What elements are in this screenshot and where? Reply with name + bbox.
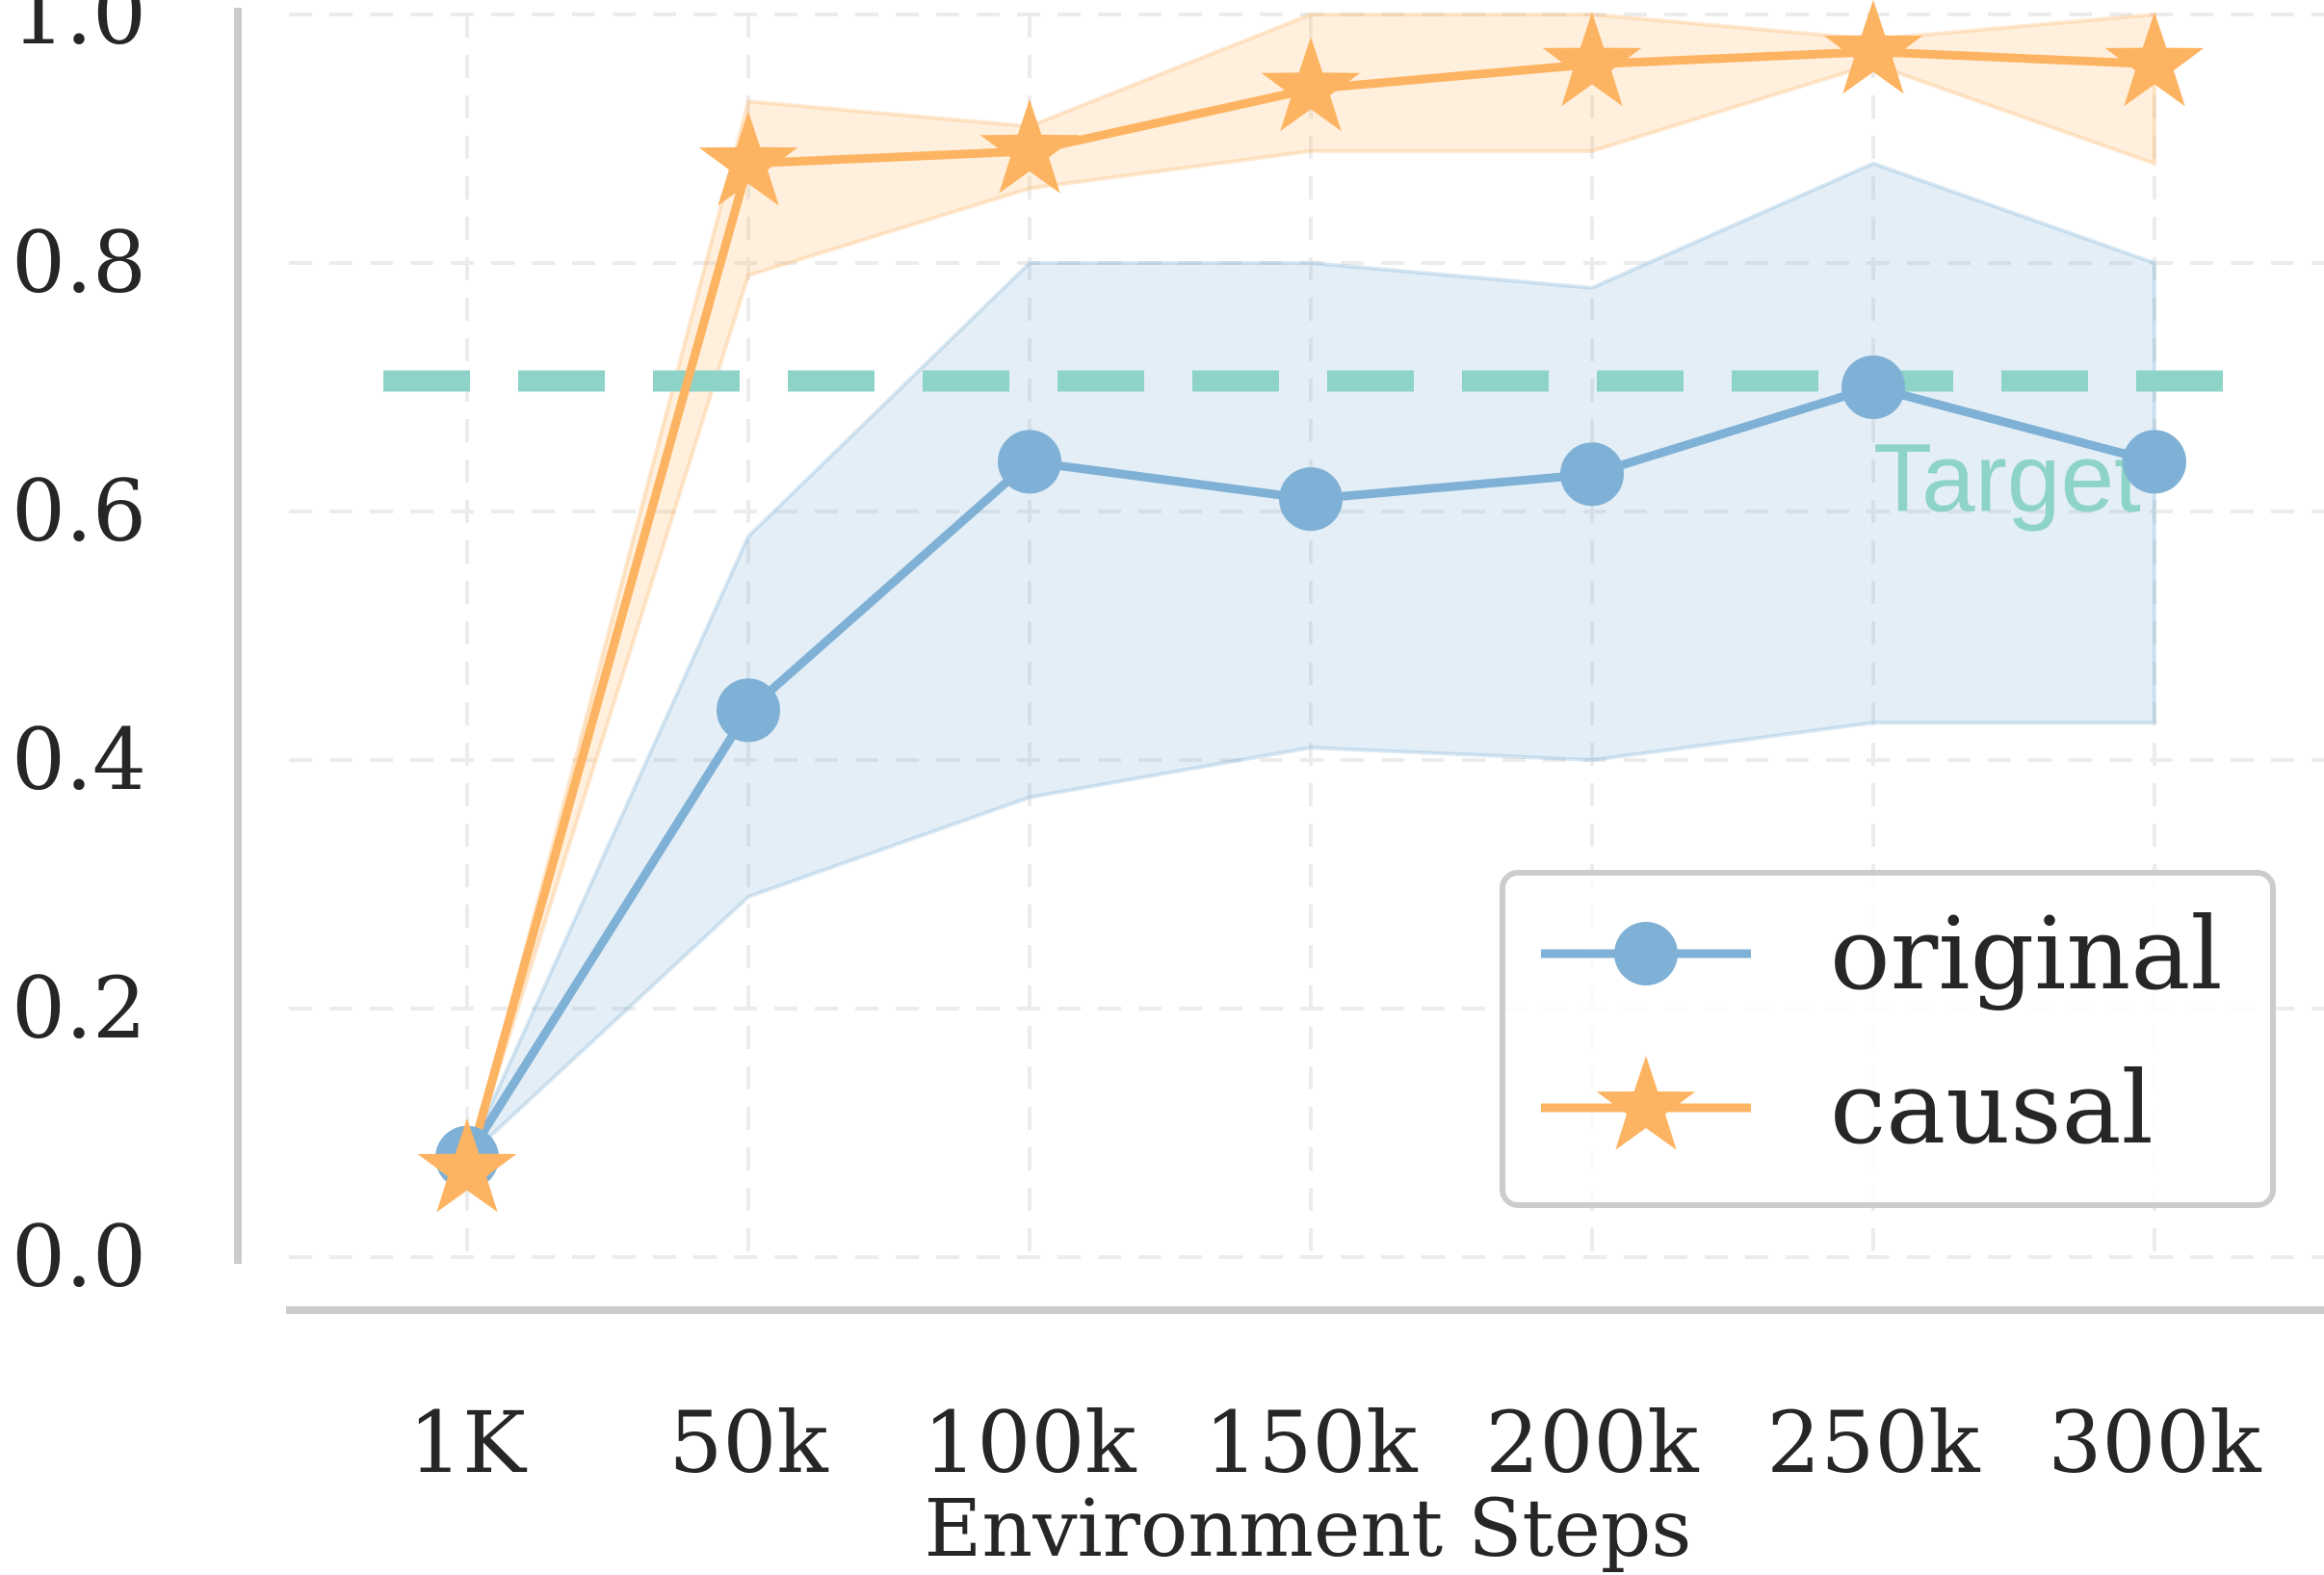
- confidence-band-causal: [465, 12, 2156, 1171]
- x-tick-label-2: 100k: [923, 1393, 1136, 1492]
- marker-causal-1: [698, 111, 798, 206]
- marker-original-4: [1560, 442, 1624, 507]
- y-tick-label-2: 0.4: [12, 710, 146, 809]
- x-tick-label-4: 200k: [1485, 1393, 1699, 1492]
- legend-label-original: original: [1830, 895, 2223, 1012]
- marker-original-6: [2123, 430, 2186, 494]
- marker-causal-2: [979, 98, 1080, 194]
- marker-original-1: [717, 678, 780, 743]
- marker-causal-4: [1542, 12, 1642, 107]
- x-tick-label-3: 150k: [1204, 1393, 1418, 1492]
- x-tick-label-0: 1K: [408, 1393, 528, 1492]
- marker-original-3: [1279, 467, 1343, 532]
- target-label: Target: [1873, 425, 2141, 533]
- series-markers: [417, 0, 2205, 1213]
- marker-causal-0: [417, 1117, 517, 1213]
- legend-marker-original: [1614, 922, 1678, 985]
- marker-causal-5: [1823, 0, 1923, 94]
- x-axis-title: Environment Steps: [925, 1483, 1692, 1575]
- marker-causal-6: [2104, 12, 2205, 107]
- marker-causal-3: [1261, 37, 1361, 132]
- legend-marker-causal: [1596, 1056, 1696, 1150]
- marker-original-2: [998, 430, 1061, 494]
- y-tick-label-0: 0.0: [12, 1207, 146, 1306]
- x-tick-labels: 1K 50k 100k 150k 200k 250k 300k: [408, 1393, 2261, 1492]
- legend-label-causal: causal: [1830, 1049, 2154, 1167]
- legend: original causal: [1500, 870, 2276, 1208]
- y-tick-label-4: 0.8: [12, 213, 146, 312]
- x-tick-label-5: 250k: [1766, 1393, 1980, 1492]
- y-tick-label-3: 0.6: [12, 461, 146, 561]
- y-tick-label-1: 0.2: [12, 958, 146, 1058]
- y-tick-label-5: 1.0: [12, 0, 146, 64]
- x-tick-label-6: 300k: [2048, 1393, 2261, 1492]
- marker-original-5: [1841, 355, 1905, 419]
- x-tick-label-1: 50k: [668, 1393, 828, 1492]
- y-tick-labels: 0.0 0.2 0.4 0.6 0.8 1.0: [12, 0, 146, 1306]
- axes: [234, 8, 2324, 1314]
